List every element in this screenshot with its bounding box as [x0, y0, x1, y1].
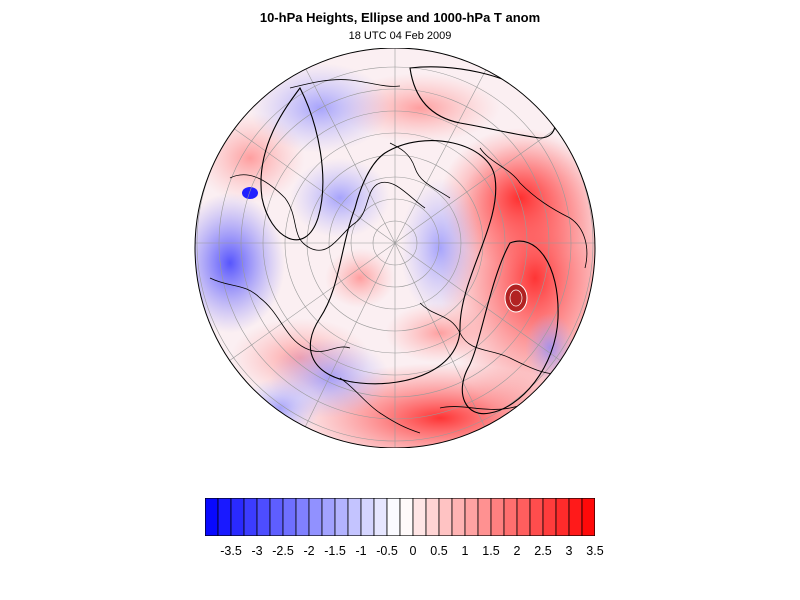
colorbar-segment — [205, 498, 219, 536]
colorbar-label: -1 — [355, 544, 367, 558]
colorbar-label: -2 — [303, 544, 315, 558]
colorbar-segment — [451, 498, 466, 536]
colorbar-segment — [438, 498, 453, 536]
colorbar-segment — [386, 498, 401, 536]
colorbar-segment — [282, 498, 297, 536]
height-contours — [260, 66, 559, 415]
colorbar-segment — [425, 498, 440, 536]
colorbar-segment — [230, 498, 245, 536]
polar-map — [194, 48, 596, 448]
colorbar-segment — [516, 498, 531, 536]
colorbar-label: -0.5 — [376, 544, 398, 558]
temperature-anomaly-field — [195, 48, 595, 448]
colorbar-label: 2 — [513, 544, 521, 558]
coastlines — [209, 79, 588, 434]
colorbar-label: 3.5 — [586, 544, 604, 558]
colorbar-segment — [464, 498, 479, 536]
colorbar — [205, 498, 595, 536]
colorbar-segment — [295, 498, 310, 536]
colorbar-label: 2.5 — [534, 544, 552, 558]
colorbar-segment — [399, 498, 414, 536]
colorbar-label: 3 — [565, 544, 573, 558]
colorbar-segment — [503, 498, 518, 536]
colorbar-segment — [256, 498, 271, 536]
vortex-ellipse — [504, 283, 528, 313]
colorbar-segment — [412, 498, 427, 536]
colorbar-segment — [568, 498, 583, 536]
colorbar-segment — [308, 498, 323, 536]
colorbar-segment — [321, 498, 336, 536]
colorbar-label: -1.5 — [324, 544, 346, 558]
chart-title: 10-hPa Heights, Ellipse and 1000-hPa T a… — [259, 10, 541, 25]
colorbar-segment — [581, 498, 595, 536]
colorbar-segment — [477, 498, 492, 536]
colorbar-segment — [555, 498, 570, 536]
colorbar-label: 1 — [461, 544, 469, 558]
colorbar-segment — [490, 498, 505, 536]
colorbar-label: -3.5 — [220, 544, 242, 558]
colorbar-segment — [334, 498, 349, 536]
colorbar-label: -3 — [251, 544, 263, 558]
colorbar-segment — [529, 498, 544, 536]
colorbar-segment — [347, 498, 362, 536]
colorbar-labels: -3.5 -3 -2.5 -2 -1.5 -1 -0.5 0 0.5 1 1.5… — [0, 544, 800, 564]
colorbar-segment — [217, 498, 232, 536]
globe-outline — [194, 48, 596, 448]
colorbar-label: 0.5 — [430, 544, 448, 558]
colorbar-segment — [269, 498, 284, 536]
colorbar-label: 0 — [409, 544, 417, 558]
graticule — [195, 48, 595, 448]
colorbar-label: 1.5 — [482, 544, 500, 558]
colorbar-label: -2.5 — [272, 544, 294, 558]
colorbar-segment — [243, 498, 258, 536]
colorbar-segment — [360, 498, 375, 536]
colorbar-segment — [542, 498, 557, 536]
colorbar-segment — [373, 498, 388, 536]
chart-subtitle: 18 UTC 04 Feb 2009 — [348, 30, 452, 42]
